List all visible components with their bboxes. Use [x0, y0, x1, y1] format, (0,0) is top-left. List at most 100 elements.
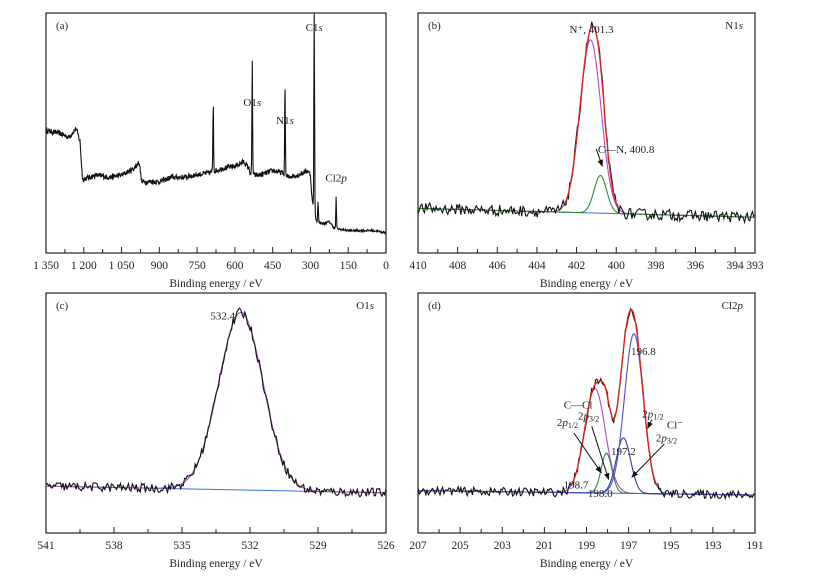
x-tick-label: 300: [302, 260, 320, 272]
fit-envelope-line: [570, 308, 658, 487]
peak-label-orbital: s: [290, 115, 294, 127]
x-tick-label: 400: [608, 260, 626, 272]
annotation-arrow: [647, 419, 653, 430]
plot-frame: [45, 12, 387, 254]
x-tick-label: 538: [105, 540, 123, 552]
annotation-arrow: [573, 432, 602, 474]
orbital-letter: p: [647, 408, 654, 420]
x-tick-label: 0: [383, 260, 389, 272]
peak-label-orbital: p: [340, 173, 347, 185]
x-tick-label: 193: [704, 540, 722, 552]
x-tick-label: 450: [264, 260, 282, 272]
peak-label-main: N1: [276, 115, 289, 127]
x-tick-label: 402: [568, 260, 586, 272]
panel-b: 410 408 406 404 402 400 398 396 394 393 Binding en…: [409, 12, 764, 290]
orbital-label: 2p3/2: [656, 433, 677, 446]
x-tick-label: 1 050: [109, 260, 135, 272]
orbital-letter: p: [561, 417, 568, 429]
x-tick-label: 394: [727, 260, 745, 272]
x-tick-label: 1 350: [33, 260, 59, 272]
core-level-label: Cl2p: [722, 300, 744, 312]
orbital-letter: p: [582, 411, 589, 423]
x-tick-label: 199: [578, 540, 596, 552]
core-level-orbital: p: [737, 300, 744, 312]
peak-annotation: 198.0: [588, 488, 613, 500]
x-tick-label: 408: [449, 260, 467, 272]
plot-area: [46, 307, 386, 498]
core-level-orbital: s: [739, 20, 743, 32]
peak-label-main: Cl2: [325, 173, 341, 185]
annotation-arrow: [591, 426, 610, 481]
x-tick-label: 535: [173, 540, 191, 552]
peak-annotation: Cl⁻: [667, 419, 683, 431]
peak-annotation: C—N, 400.8: [598, 144, 655, 156]
x-tick-label: 900: [151, 260, 169, 272]
peak-label-main: O1: [243, 97, 256, 109]
panel-label: (d): [428, 300, 441, 312]
panel-c: 541 538 535 532 529 526 Binding energy / eV (c)…: [37, 292, 395, 570]
orbital-label: 2p3/2: [578, 411, 599, 424]
x-tick-label: 532: [241, 540, 259, 552]
raw-spectrum-line: [418, 21, 755, 225]
x-axis-title: Binding energy / eV: [169, 558, 263, 570]
orbital-number: 2: [557, 417, 563, 429]
core-level-main: N1: [725, 20, 738, 32]
core-level-main: O1: [356, 300, 369, 312]
x-tick-label: 197: [620, 540, 638, 552]
peak-annotation: 197.2: [611, 446, 636, 458]
x-tick-label: 600: [226, 260, 244, 272]
plot-frame: [45, 292, 387, 534]
plot-frame: [417, 12, 756, 254]
x-tick-label: 529: [309, 540, 327, 552]
x-axis: 410 408 406 404 402 400 398 396 394 393: [409, 247, 764, 272]
x-tick-label: 191: [746, 540, 764, 552]
x-tick-label: 398: [647, 260, 665, 272]
peak-label: Cl2p: [325, 173, 347, 185]
x-tick-label: 207: [409, 540, 427, 552]
survey-spectrum-line: [46, 13, 386, 235]
x-tick-label: 195: [662, 540, 680, 552]
core-level-label: N1s: [725, 20, 743, 32]
x-tick-label: 404: [528, 260, 546, 272]
orbital-subscript: 3/2: [667, 437, 677, 446]
peak-annotation: 198.7: [564, 479, 589, 491]
x-axis: 541 538 535 532 529 526: [37, 527, 395, 552]
x-tick-label: 205: [452, 540, 470, 552]
raw-spectrum-line: [46, 307, 386, 498]
plot-area: [46, 13, 386, 235]
x-tick-label: 406: [489, 260, 507, 272]
annotation-arrow: [631, 443, 665, 478]
x-tick-label: 393: [746, 260, 764, 272]
x-tick-label: 410: [409, 260, 427, 272]
orbital-label: 2p1/2: [557, 417, 578, 430]
x-tick-label: 396: [687, 260, 705, 272]
x-tick-label: 203: [494, 540, 512, 552]
x-axis-title: Binding energy / eV: [540, 278, 634, 290]
orbital-subscript: 1/2: [653, 412, 663, 421]
panel-a: 1 350 1 200 1 050 900 750 600 450 300 150 0 Bindin…: [33, 12, 389, 290]
annotation-arrow: [595, 148, 603, 167]
peak-annotation: N⁺, 401.3: [569, 24, 614, 36]
peak-annotation: 196.8: [631, 346, 656, 358]
x-tick-label: 541: [37, 540, 55, 552]
x-tick-label: 1 200: [71, 260, 97, 272]
peak-label-orbital: s: [319, 22, 323, 34]
orbital-subscript: 3/2: [589, 415, 599, 424]
panel-d: 207 205 203 201 199 197 195 193 191 Binding energ…: [409, 292, 764, 570]
x-tick-label: 150: [340, 260, 358, 272]
x-axis: 207 205 203 201 199 197 195 193 191: [409, 527, 764, 552]
peak-annotation: C—Cl: [564, 399, 593, 411]
x-tick-label: 526: [377, 540, 395, 552]
x-axis-title: Binding energy / eV: [540, 558, 634, 570]
peak-label: O1s: [243, 97, 261, 109]
orbital-number: 2: [656, 433, 662, 445]
orbital-number: 2: [578, 411, 584, 423]
x-axis-title: Binding energy / eV: [169, 278, 263, 290]
x-axis: 1 350 1 200 1 050 900 750 600 450 300 150 0: [33, 247, 389, 272]
fit-component-line: [418, 38, 755, 218]
fit-component-line: [46, 311, 386, 494]
fit-envelope-line: [563, 24, 619, 207]
peak-label-orbital: s: [257, 97, 261, 109]
core-level-main: Cl2: [722, 300, 738, 312]
